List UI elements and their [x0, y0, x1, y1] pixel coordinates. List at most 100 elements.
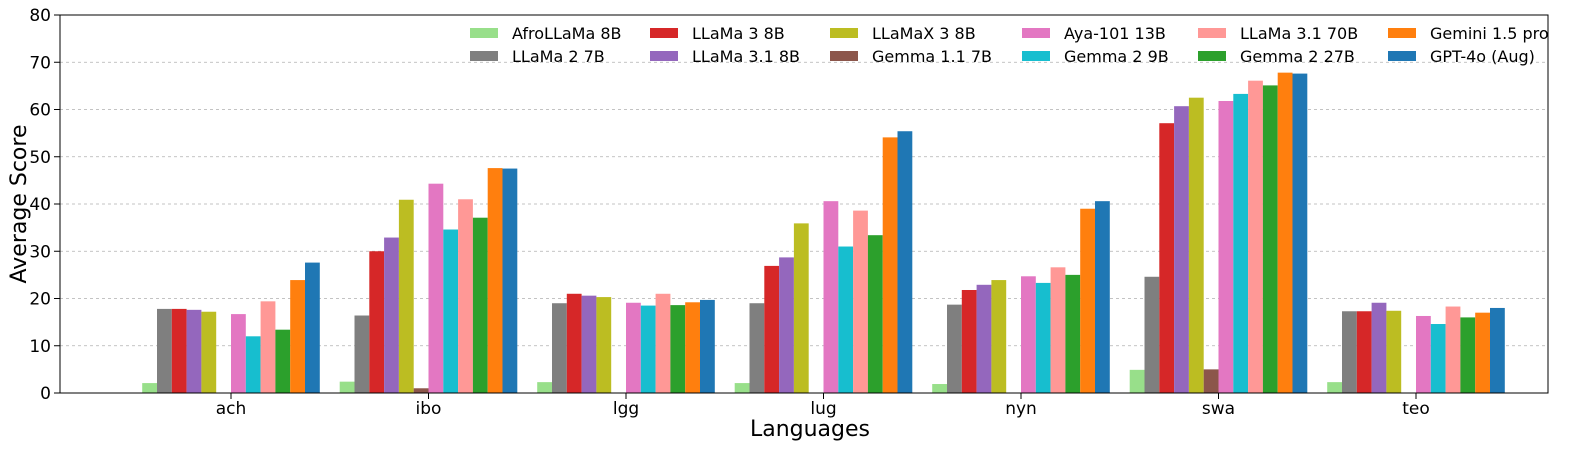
- y-tick-label: 70: [29, 53, 51, 73]
- bar-lgg-gemini-1-5-pro: [685, 302, 700, 393]
- bar-lug-llama-3-8b: [764, 265, 780, 393]
- bar-swa-gemma-2-27b: [1262, 85, 1278, 393]
- bar-nyn-llama-2-7b: [947, 304, 962, 393]
- x-tick-label-lgg: lgg: [613, 399, 639, 419]
- y-tick-label: 50: [29, 148, 51, 168]
- bar-ach-llama-2-7b: [157, 308, 172, 393]
- bar-swa-llama-2-7b: [1144, 276, 1160, 393]
- legend-swatch: [1198, 51, 1226, 61]
- bar-lgg-afrollama-8b: [537, 382, 552, 393]
- y-tick-label: 60: [29, 101, 51, 121]
- bar-ibo-llamax-3-8b: [398, 199, 414, 393]
- bars: [142, 72, 1505, 394]
- legend-label: Gemma 2 27B: [1240, 47, 1355, 66]
- legend-label: LLaMa 3.1 70B: [1240, 24, 1358, 43]
- bar-swa-aya-101-13b: [1218, 100, 1234, 394]
- bar-lgg-llamax-3-8b: [596, 297, 612, 393]
- bar-ibo-gemma-1-1-7b: [413, 388, 429, 393]
- bar-nyn-gemini-1-5-pro: [1080, 208, 1095, 393]
- bar-ibo-gemma-2-9b: [443, 229, 459, 393]
- legend-swatch: [1198, 28, 1226, 38]
- bar-teo-llama-3-8b: [1356, 311, 1372, 393]
- bar-nyn-llama-3-8b: [961, 289, 977, 393]
- bar-nyn-llamax-3-8b: [991, 280, 1007, 393]
- y-axis-label: Average Score: [7, 125, 32, 284]
- bar-nyn-gemma-2-9b: [1035, 282, 1051, 393]
- legend-label: LLaMa 3.1 8B: [692, 47, 800, 66]
- legend-swatch: [1022, 51, 1050, 61]
- bar-lgg-llama-2-7b: [552, 303, 567, 393]
- legend-swatch: [1388, 28, 1416, 38]
- y-tick-label: 0: [40, 384, 51, 404]
- bar-ibo-llama-3-8b: [369, 251, 385, 393]
- bar-lug-llamax-3-8b: [793, 223, 809, 393]
- bar-lgg-gpt-4o-aug-: [700, 299, 715, 393]
- legend-label: LLaMaX 3 8B: [872, 24, 976, 43]
- x-tick-label-nyn: nyn: [1005, 399, 1037, 419]
- x-tick-label-teo: teo: [1402, 399, 1430, 419]
- bar-lgg-llama-3-8b: [566, 293, 582, 393]
- bar-lug-gpt-4o-aug-: [897, 131, 913, 394]
- bar-swa-gemma-2-9b: [1233, 93, 1249, 393]
- legend-swatch: [1388, 51, 1416, 61]
- bar-teo-llama-3-1-8b: [1371, 302, 1387, 393]
- bar-lug-aya-101-13b: [823, 201, 839, 393]
- bar-ach-gpt-4o-aug-: [305, 262, 320, 393]
- bar-lgg-gemma-2-9b: [640, 305, 656, 393]
- bar-ach-llamax-3-8b: [201, 311, 217, 393]
- bar-teo-gemini-1-5-pro: [1475, 312, 1490, 393]
- bar-teo-aya-101-13b: [1416, 315, 1431, 393]
- bar-lug-llama-3-1-8b: [779, 257, 794, 393]
- legend-swatch: [650, 28, 678, 38]
- legend-label: AfroLLaMa 8B: [512, 24, 622, 43]
- bar-teo-llamax-3-8b: [1386, 310, 1402, 393]
- bar-teo-gemma-2-27b: [1460, 317, 1476, 393]
- y-tick-label: 10: [29, 337, 51, 357]
- legend-label: LLaMa 3 8B: [692, 24, 785, 43]
- bar-ach-gemma-2-27b: [275, 329, 291, 393]
- x-tick-label-swa: swa: [1202, 399, 1235, 419]
- legend-swatch: [830, 51, 858, 61]
- bar-swa-llamax-3-8b: [1188, 97, 1204, 393]
- y-tick-label: 20: [29, 290, 51, 310]
- legend-label: GPT-4o (Aug): [1430, 47, 1535, 66]
- legend-label: Aya-101 13B: [1064, 24, 1166, 43]
- bar-lgg-gemma-2-27b: [670, 305, 686, 393]
- legend-swatch: [470, 51, 498, 61]
- bar-ach-gemma-2-9b: [245, 336, 261, 393]
- bar-ach-llama-3-8b: [171, 308, 187, 393]
- y-axis: 0 10 20 30 40 50 60 70 80: [29, 6, 60, 404]
- bar-ach-gemini-1-5-pro: [290, 280, 305, 393]
- bar-nyn-gemma-2-27b: [1065, 274, 1081, 393]
- legend-label: LLaMa 2 7B: [512, 47, 605, 66]
- legend-swatch: [470, 28, 498, 38]
- bar-ach-aya-101-13b: [231, 314, 246, 393]
- y-tick-label: 30: [29, 242, 51, 262]
- legend-swatch: [650, 51, 678, 61]
- bar-ach-llama-3-1-8b: [186, 309, 202, 393]
- bar-swa-gpt-4o-aug-: [1292, 73, 1308, 393]
- y-tick-label: 80: [29, 6, 51, 26]
- bar-swa-llama-3-8b: [1159, 123, 1175, 393]
- bar-lug-gemma-2-27b: [867, 235, 883, 393]
- legend-label: Gemma 1.1 7B: [872, 47, 992, 66]
- bar-teo-gpt-4o-aug-: [1490, 307, 1505, 393]
- bar-ach-afrollama-8b: [142, 383, 157, 393]
- bar-lgg-llama-3-1-8b: [581, 295, 597, 393]
- legend: AfroLLaMa 8B LLaMa 2 7B LLaMa 3 8B LLaMa 3.…: [470, 24, 1549, 66]
- legend-swatch: [1022, 28, 1050, 38]
- bar-ach-llama-3-1-70b: [260, 301, 276, 393]
- bar-swa-gemma-1-1-7b: [1203, 369, 1219, 393]
- bar-ibo-llama-3-1-70b: [458, 199, 473, 393]
- x-axis: ach ibo lgg lug nyn swa teo: [216, 393, 1430, 419]
- legend-label: Gemma 2 9B: [1064, 47, 1169, 66]
- bar-lug-afrollama-8b: [734, 383, 750, 393]
- bar-lgg-llama-3-1-70b: [655, 293, 671, 393]
- x-tick-label-lug: lug: [810, 399, 836, 419]
- bar-ibo-gpt-4o-aug-: [502, 168, 518, 393]
- bar-nyn-llama-3-1-70b: [1050, 267, 1066, 393]
- bar-lug-llama-3-1-70b: [853, 210, 868, 393]
- bar-teo-llama-3-1-70b: [1445, 306, 1461, 393]
- bar-nyn-afrollama-8b: [932, 384, 947, 393]
